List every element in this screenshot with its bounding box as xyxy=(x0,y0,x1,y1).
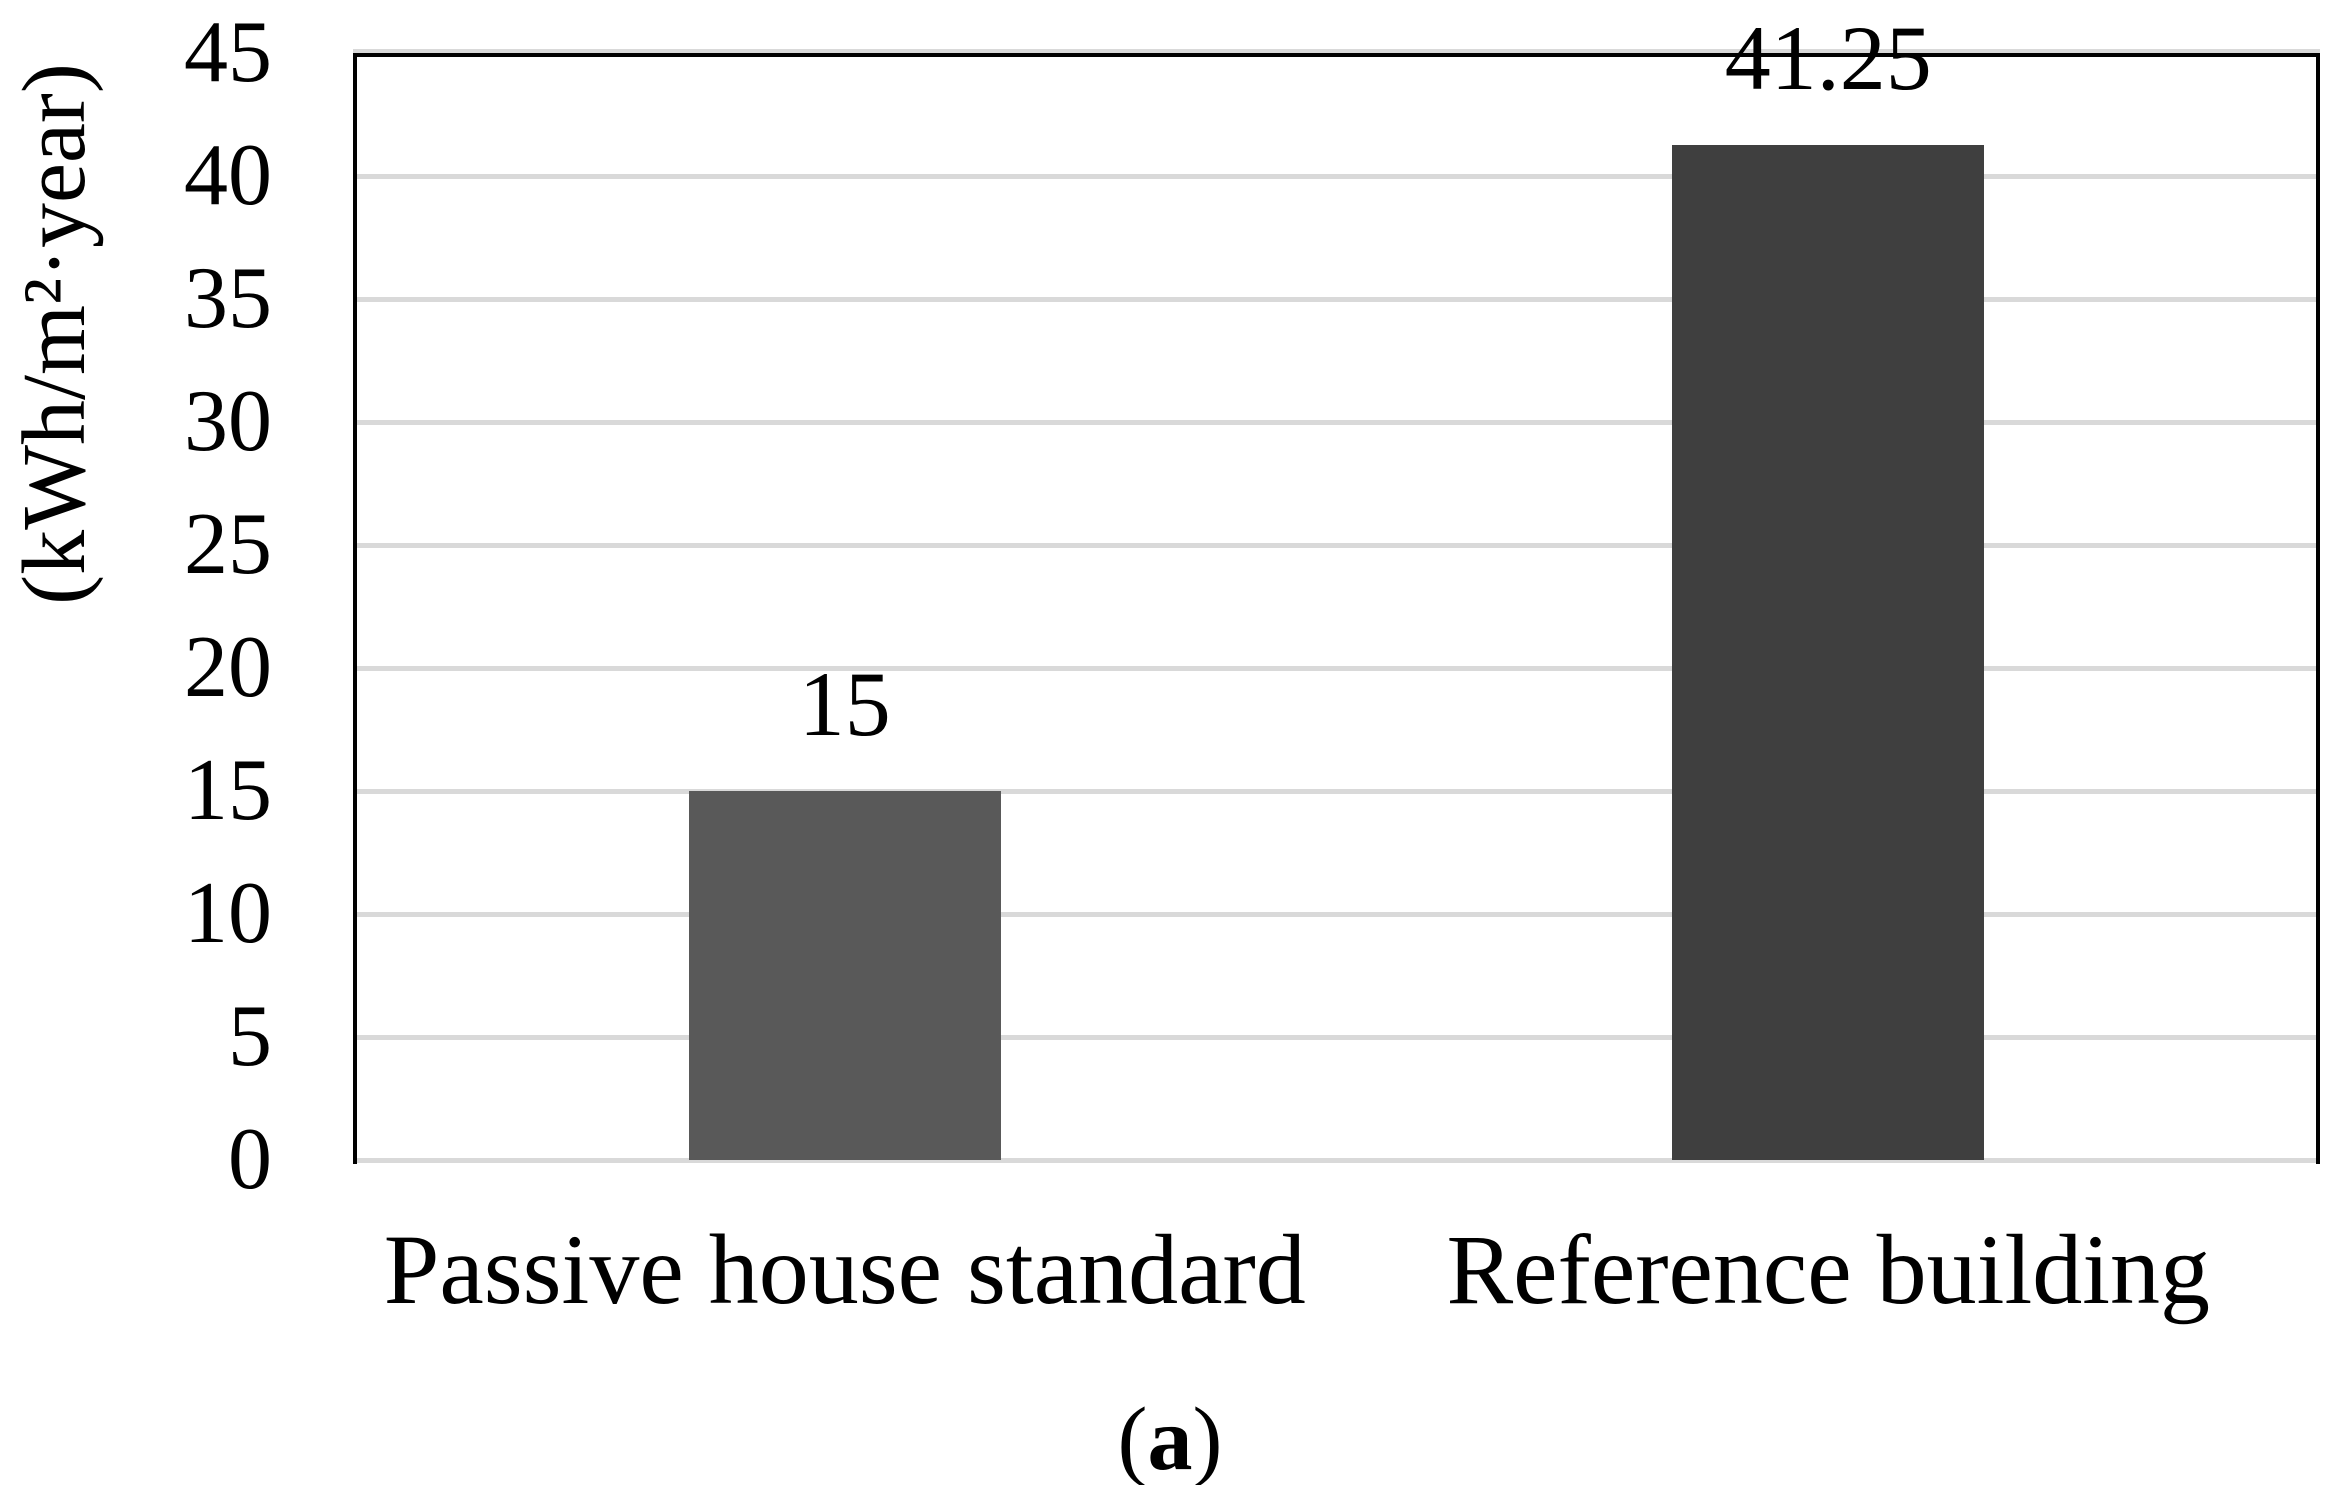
caption-letter: a xyxy=(1147,1390,1193,1485)
plot-border-left xyxy=(353,53,357,1164)
gridline-y0 xyxy=(353,1157,2320,1163)
gridline-y20 xyxy=(353,665,2320,671)
gridline-y15 xyxy=(353,788,2320,794)
y-tick-label-20: 20 xyxy=(184,619,272,716)
bar-passive-house-standard xyxy=(688,791,1001,1160)
gridline-y25 xyxy=(353,542,2320,548)
caption-close-paren: ) xyxy=(1192,1390,1223,1485)
y-tick-label-0: 0 xyxy=(228,1111,272,1208)
y-tick-label-15: 15 xyxy=(184,742,272,839)
plot-border-top xyxy=(353,53,2320,57)
bar-reference-building xyxy=(1672,145,1985,1160)
bar-value-label: 41.25 xyxy=(1724,7,1932,110)
bar-value-label: 15 xyxy=(798,653,891,756)
y-tick-label-30: 30 xyxy=(184,373,272,470)
category-label: Reference building xyxy=(1446,1214,2211,1325)
caption-open-paren: ( xyxy=(1117,1390,1148,1485)
figure-caption: (a) xyxy=(1118,1386,1223,1485)
gridline-y35 xyxy=(353,296,2320,302)
plot-border-right xyxy=(2316,53,2320,1164)
gridline-y10 xyxy=(353,911,2320,917)
gridline-y45 xyxy=(353,48,2320,54)
gridline-y30 xyxy=(353,419,2320,425)
gridline-y5 xyxy=(353,1034,2320,1040)
y-tick-label-35: 35 xyxy=(184,250,272,347)
y-tick-label-25: 25 xyxy=(184,496,272,593)
y-tick-label-40: 40 xyxy=(184,127,272,224)
y-tick-label-45: 45 xyxy=(184,4,272,101)
y-tick-label-10: 10 xyxy=(184,865,272,962)
y-tick-label-5: 5 xyxy=(228,988,272,1085)
gridline-y40 xyxy=(353,173,2320,179)
category-label: Passive house standard xyxy=(383,1214,1306,1325)
